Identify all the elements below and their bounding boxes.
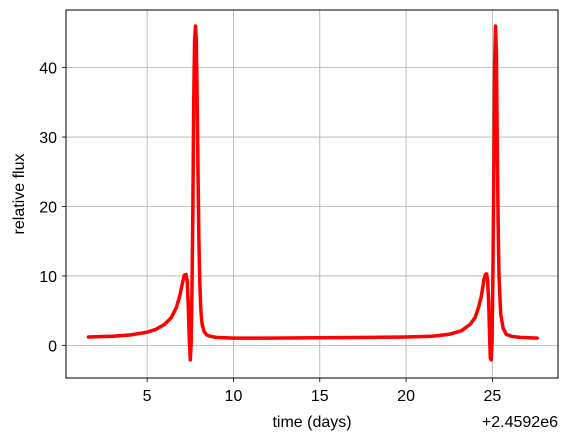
x-axis-label: time (days) [272,414,351,431]
x-tick-label: 25 [484,388,502,405]
y-tick-label: 30 [39,130,57,147]
x-tick-label: 15 [311,388,329,405]
x-axis: 5 10 15 20 25 [143,378,502,405]
x-tick-label: 5 [143,388,152,405]
y-tick-label: 10 [39,269,57,286]
y-tick-label: 40 [39,61,57,78]
y-tick-label: 0 [48,338,57,355]
y-axis: 0 10 20 30 40 [39,61,66,355]
plot-area [86,24,540,362]
y-tick-label: 20 [39,199,57,216]
flux-series-line [86,24,540,362]
x-offset-label: +2.4592e6 [482,414,558,431]
x-tick-label: 20 [397,388,415,405]
x-tick-label: 10 [225,388,243,405]
y-axis-label: relative flux [11,154,28,235]
axes-frame [65,9,559,379]
